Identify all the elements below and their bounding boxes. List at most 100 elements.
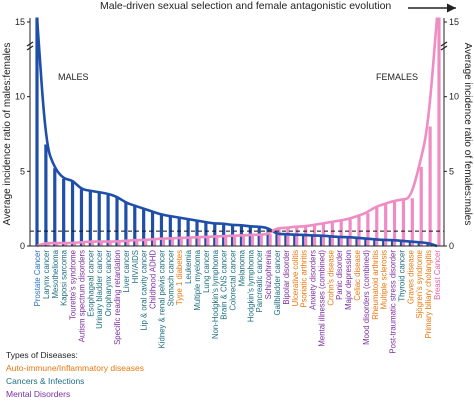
category-label: Larynx cancer [42, 250, 51, 299]
male-bar [133, 205, 137, 246]
male-bar [319, 235, 324, 246]
male-bar [97, 192, 101, 246]
category-label: Brain & CNS cancer [220, 250, 229, 320]
category-label: Lung cancer [202, 250, 211, 293]
female-bar [215, 236, 219, 246]
female-trend-curve [36, 17, 439, 248]
male-trend-curve [35, 17, 438, 248]
male-bar [364, 238, 368, 246]
female-bar [90, 241, 94, 246]
female-bar [108, 241, 112, 246]
category-label: Bipolar disorder [282, 250, 291, 305]
male-bar [204, 222, 208, 246]
female-bar [206, 237, 210, 246]
y-tick-label-right: 5 [449, 166, 454, 176]
male-bar [293, 234, 297, 246]
female-bar [419, 166, 423, 246]
male-bar [150, 211, 155, 246]
category-label: Multiple sclerosis [380, 250, 389, 309]
category-label: Non-Hodgkin's lymphoma [211, 249, 220, 339]
y-tick-label-right: 10 [449, 92, 459, 102]
female-bar [117, 241, 121, 246]
male-bar [44, 144, 48, 246]
category-label: Esophageal cancer [86, 250, 95, 317]
category-label: Crohn's disease [326, 250, 335, 306]
category-label: Anxiety disorders [309, 250, 318, 310]
female-bar [126, 240, 130, 246]
female-bar [81, 242, 86, 246]
category-label: Urinary bladder cancer [95, 250, 104, 329]
male-bar [88, 190, 92, 246]
male-bar [399, 240, 404, 246]
category-label: Kaposi sarcoma [60, 249, 69, 306]
category-label: Oropharynx cancer [104, 250, 113, 317]
female-bar [250, 234, 254, 246]
category-label: Psoriatic arthritis [300, 250, 309, 308]
female-bar [348, 219, 352, 246]
female-bar [152, 239, 157, 246]
category-label: Tourette's syndrome [69, 250, 78, 320]
female-bar [161, 238, 166, 246]
male-bar [248, 226, 252, 246]
y-tick-label-left: 5 [20, 166, 25, 176]
category-label: Pancreatic cancer [255, 250, 264, 313]
female-bar [375, 207, 379, 246]
legend: Types of Diseases: Auto-immune/Inflammat… [6, 349, 144, 401]
axis-break-left [26, 41, 34, 47]
female-bar [339, 220, 343, 246]
female-bar [232, 235, 237, 246]
y-tick-label-left: 0 [20, 241, 25, 251]
female-bar [286, 228, 290, 246]
category-label: HIV/AIDS [131, 250, 140, 283]
male-bar [106, 193, 110, 246]
female-bar [135, 240, 139, 246]
male-bar [115, 196, 119, 246]
female-bar [64, 243, 68, 246]
male-bar [35, 17, 39, 246]
category-label: Prostate Cancer [33, 250, 42, 307]
male-bar [382, 240, 386, 246]
category-label: Type 1 diabetes [175, 250, 184, 305]
category-label: Post-traumatic stress disorder [389, 250, 398, 354]
female-bar [224, 236, 228, 246]
female-bar [410, 198, 414, 246]
category-label: Multiple myeloma [193, 249, 202, 310]
legend-item-auto-immune: Auto-immune/Inflammatory diseases [6, 363, 144, 373]
y-axis-title-right: Average incidence ratio of females:males [462, 43, 473, 226]
female-bar [144, 240, 148, 246]
axis-break-right [440, 45, 448, 51]
male-bar [337, 237, 341, 246]
male-bar [284, 234, 288, 246]
y-tick-label-left: 15 [15, 17, 25, 27]
male-bar [302, 234, 306, 246]
category-label: Panic disorder [335, 250, 344, 300]
male-bar [355, 237, 359, 246]
category-label: Major depression [344, 250, 353, 310]
y-axis-title-left: Average incidence ratio of males:females [2, 43, 13, 226]
male-bar [70, 180, 75, 246]
category-label: Mood disorders (combined) [362, 250, 371, 345]
female-bar [277, 228, 281, 246]
male-bar [53, 168, 57, 246]
female-bar [392, 201, 397, 246]
y-tick-label-left: 10 [15, 92, 25, 102]
category-label: Childhood ADHD [149, 250, 158, 309]
male-bar [257, 226, 261, 246]
female-bar [384, 204, 388, 246]
male-bar [373, 239, 377, 246]
female-bar [197, 237, 201, 246]
male-bar [266, 228, 270, 246]
male-bar [222, 223, 226, 246]
female-bar [259, 234, 263, 246]
male-bar [328, 236, 332, 246]
y-tick-label-right: 0 [449, 241, 454, 251]
female-bar [268, 234, 272, 246]
category-label: Colorectal cancer [229, 250, 238, 311]
female-bar [170, 238, 174, 246]
male-bar [417, 242, 421, 246]
category-label: Gallbladder cancer [273, 250, 282, 316]
axes: 0 0 5 5 10 10 15 15 Average incidence ratio of m… [2, 17, 473, 251]
legend-item-mental: Mental Disorders [6, 389, 71, 399]
category-label: Breast Cancer [433, 250, 442, 300]
